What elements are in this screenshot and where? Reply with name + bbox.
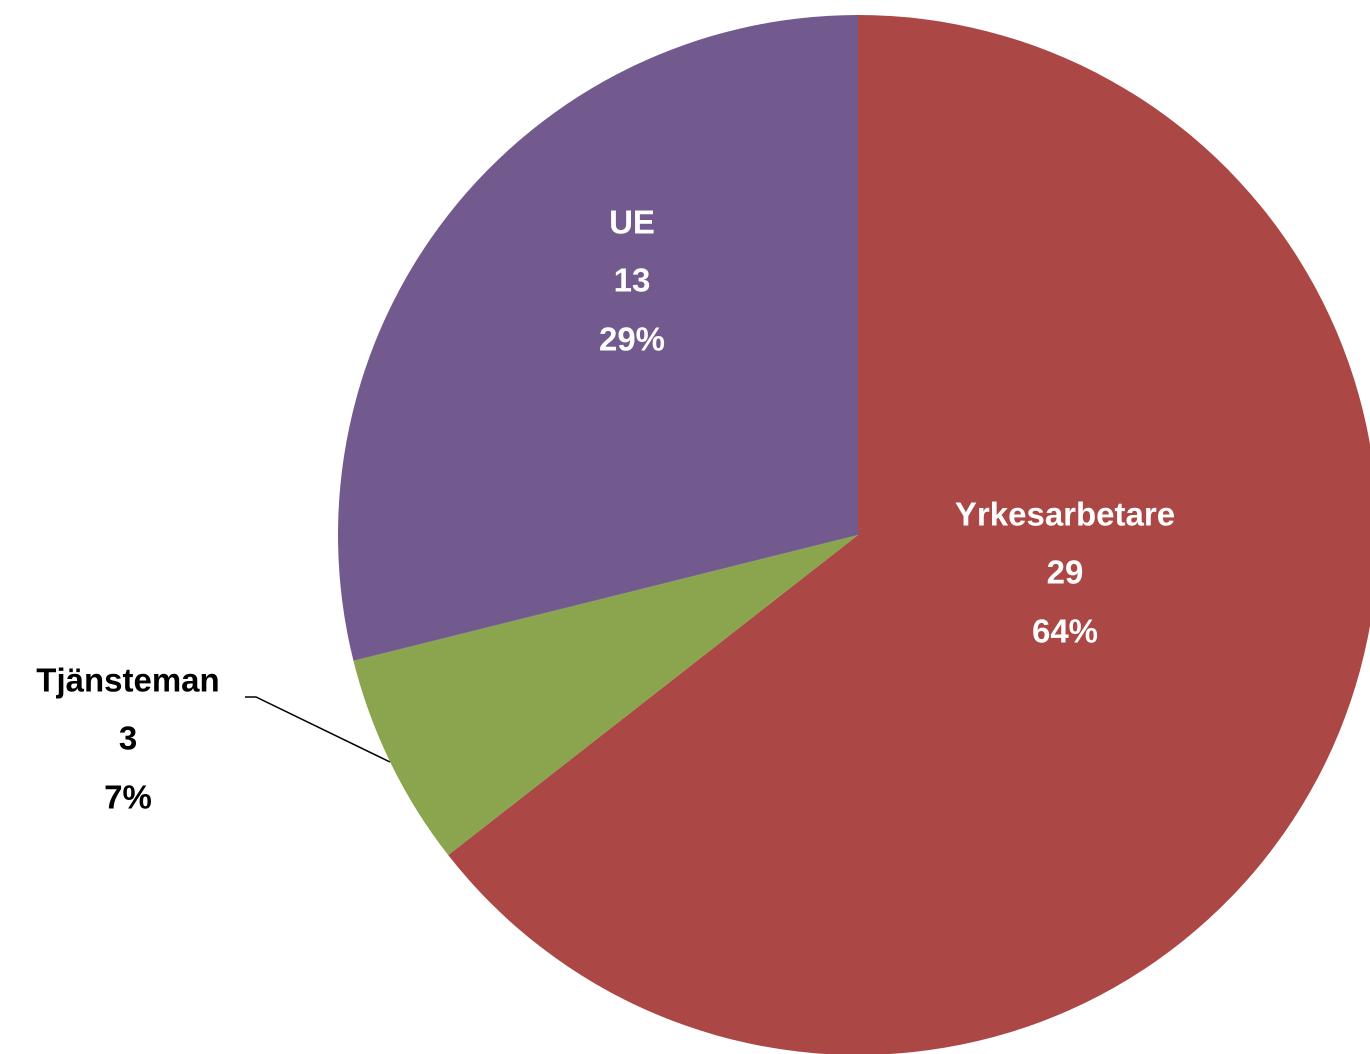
pie-slice: [448, 15, 1370, 1054]
slice-label: Yrkesarbetare: [955, 496, 1175, 533]
slice-value: 13: [614, 262, 651, 299]
pie-slice: [353, 535, 858, 856]
slice-percent: 64%: [1032, 613, 1098, 650]
slice-label: Tjänsteman: [36, 662, 219, 699]
slice-value: 29: [1047, 554, 1084, 591]
pie-slice: [338, 15, 858, 661]
slice-value: 3: [119, 720, 137, 757]
leader-line: [245, 696, 391, 763]
slice-percent: 29%: [599, 321, 665, 358]
slice-label: UE: [609, 204, 655, 241]
slice-percent: 7%: [104, 779, 152, 816]
